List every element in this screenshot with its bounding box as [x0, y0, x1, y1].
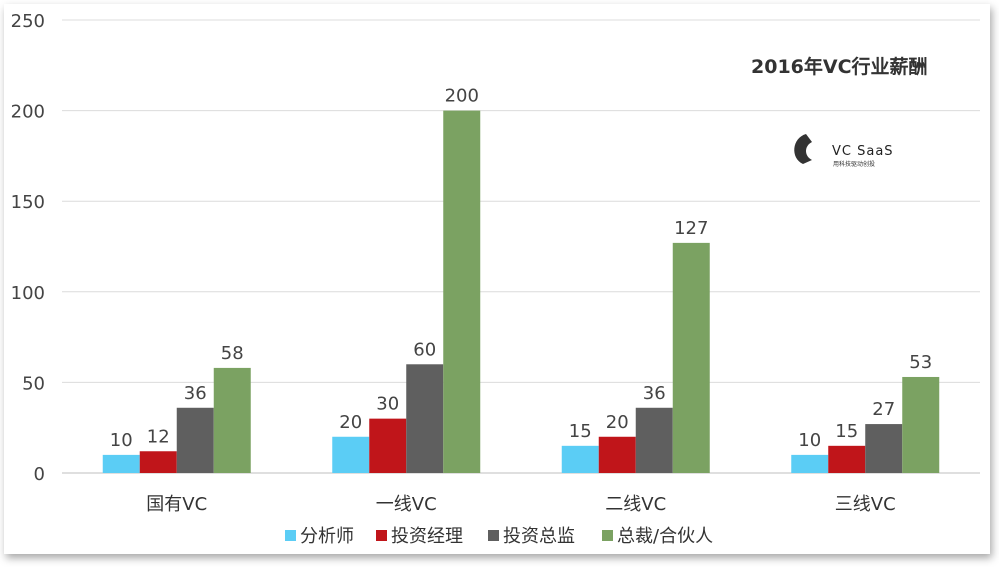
legend-label: 投资经理	[391, 526, 463, 547]
data-label: 200	[445, 86, 479, 107]
bar	[902, 376, 940, 473]
legend-swatch	[285, 530, 296, 541]
y-tick-label: 0	[34, 464, 45, 485]
data-label: 27	[872, 399, 895, 420]
bar	[406, 364, 444, 473]
bar	[828, 445, 866, 473]
bar	[443, 110, 481, 473]
bar	[139, 451, 177, 473]
data-label: 20	[606, 412, 629, 433]
data-labels: 10 12 36 58 20 30 60 200 15 20 36 127 10 15 27 53	[110, 86, 932, 451]
data-label: 15	[835, 421, 858, 442]
legend-label: 总裁/合伙人	[617, 526, 713, 547]
bar	[791, 454, 829, 473]
bar	[213, 367, 251, 473]
vc-saas-logo-icon	[794, 134, 812, 164]
data-label: 20	[339, 412, 362, 433]
legend-label: 分析师	[300, 526, 354, 547]
bar	[865, 424, 903, 473]
data-label: 10	[798, 430, 821, 451]
vc-saas-logo: VC SaaS 用科技驱动创投	[794, 134, 893, 168]
legend-swatch	[488, 530, 499, 541]
bar	[102, 454, 140, 473]
bar	[598, 436, 636, 473]
legend-swatch	[602, 530, 613, 541]
data-label: 60	[413, 339, 436, 360]
logo-subtext: 用科技驱动创投	[833, 160, 875, 168]
data-label: 30	[376, 394, 399, 415]
bar	[672, 242, 710, 473]
x-category-label: 二线VC	[605, 494, 666, 515]
y-tick-label: 200	[11, 102, 45, 123]
x-category-label: 三线VC	[835, 494, 896, 515]
y-tick-label: 50	[22, 373, 45, 394]
x-category-label: 国有VC	[146, 494, 207, 515]
data-label: 15	[569, 421, 592, 442]
x-axis: 国有VC 一线VC 二线VC 三线VC	[146, 494, 895, 515]
gridlines	[62, 19, 980, 474]
data-label: 127	[674, 218, 708, 239]
bar	[369, 418, 407, 473]
y-axis: 0 50 100 150 200 250	[11, 11, 45, 485]
legend: 分析师 投资经理 投资总监 总裁/合伙人	[285, 526, 713, 547]
legend-label: 投资总监	[503, 526, 575, 547]
bar	[635, 407, 673, 473]
data-label: 10	[110, 430, 133, 451]
data-label: 58	[221, 343, 244, 364]
y-tick-label: 150	[11, 192, 45, 213]
bars	[102, 110, 940, 473]
chart-title: 2016年VC行业薪酬	[751, 55, 928, 78]
y-tick-label: 100	[11, 283, 45, 304]
data-label: 12	[147, 426, 170, 447]
data-label: 36	[184, 383, 207, 404]
legend-swatch	[376, 530, 387, 541]
data-label: 53	[909, 352, 932, 373]
data-label: 36	[643, 383, 666, 404]
bar	[176, 407, 214, 473]
x-category-label: 一线VC	[376, 494, 437, 515]
logo-text: VC SaaS	[832, 144, 894, 159]
bar	[561, 445, 599, 473]
y-tick-label: 250	[11, 11, 45, 32]
bar	[332, 436, 370, 473]
